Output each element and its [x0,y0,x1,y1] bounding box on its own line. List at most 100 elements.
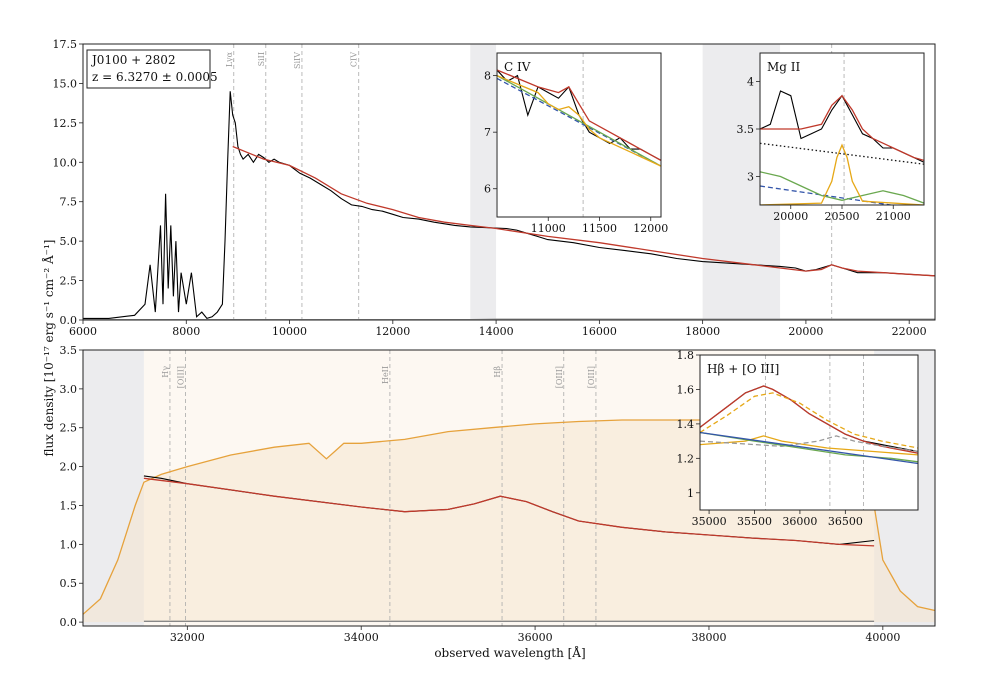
y-tick-label: 0.0 [60,616,78,629]
y-axis-label: flux density [10⁻¹⁷ erg s⁻¹ cm⁻² Å⁻¹] [41,240,56,457]
series-component-line [497,74,661,167]
inset-civ: 11000 11500 12000 6 7 8 C IV [484,52,668,235]
x-tick-label: 35000 [692,515,727,528]
x-axis-label: observed wavelength [Å] [434,645,585,660]
x-tick-label: 36000 [518,631,553,644]
y-tick-label: 2.0 [60,461,78,474]
x-tick-label: 32000 [170,631,205,644]
object-redshift: z = 6.3270 ± 0.0005 [92,70,218,84]
bottom-frame [82,349,936,627]
series-model-line [232,145,936,277]
line-marker-label: SiII [257,52,266,66]
y-tick-label: 17.5 [53,38,78,51]
x-tick-label: 12000 [375,325,410,338]
series-narrow-line [700,435,918,456]
x-tick-label: 11000 [531,222,566,235]
y-tick-label: 1.2 [677,452,695,465]
x-tick-label: 16000 [582,325,617,338]
y-tick-label: 15.0 [53,77,78,90]
y-tick-label: 5.0 [60,235,78,248]
x-tick-label: 20000 [773,210,808,223]
inset-hbeta: 35000 35500 36000 36500 1 1.2 1.4 1.6 1.8 Hβ + [O… [677,349,919,528]
inset-civ-title: C IV [504,60,531,74]
series-continuum-line [700,431,918,465]
x-tick-label: 10000 [272,325,307,338]
y-tick-label: 12.5 [53,117,78,130]
inset-hbeta-frame [699,354,919,511]
inset-civ-area [497,53,661,217]
x-tick-label: 21000 [876,210,911,223]
inset-mgii-title: Mg II [767,60,801,74]
x-tick-label: 8000 [172,325,200,338]
line-marker-label: Hγ [161,366,170,378]
y-tick-label: 6 [484,183,491,196]
object-name: J0100 + 2802 [90,53,176,67]
x-tick-label: 36500 [828,515,863,528]
inset-mgii-series [760,90,924,205]
series-broad-line [497,75,661,167]
insets: 11000 11500 12000 6 7 8 C IV 20000 20500 21000 3 3.… [484,52,925,528]
y-tick-label: 1.8 [677,349,695,362]
x-tick-label: 34000 [344,631,379,644]
series-model-line [143,477,875,547]
line-marker-label: [OIII] [555,366,564,388]
y-tick-label: 8 [484,70,491,83]
series-MgII-line-line [760,143,924,205]
x-tick-label: 18000 [685,325,720,338]
object-label-box [86,49,211,89]
line-marker-label: [OIII] [177,366,186,388]
inset-mgii: 20000 20500 21000 3 3.5 4 Mg II [737,52,925,223]
y-tick-label: 1 [687,487,694,500]
x-tick-label: 35500 [737,515,772,528]
series-model-line [497,69,661,161]
inset-civ-frame [496,52,662,218]
series-FeII-line [760,171,924,204]
line-marker-label: CIV [350,52,359,67]
y-tick-label: 2.5 [60,422,78,435]
y-tick-label: 1.0 [60,538,78,551]
line-marker-label: Hβ [493,366,502,378]
series-OIII-line [700,435,918,453]
x-tick-label: 12000 [633,222,668,235]
y-tick-label: 1.4 [677,418,695,431]
x-tick-label: 6000 [69,325,97,338]
gap-band [470,44,497,320]
top-frame [82,43,936,321]
y-tick-label: 2.5 [60,275,78,288]
series-spectrum-line [83,91,936,320]
y-tick-label: 0.5 [60,577,78,590]
line-marker-label: HeII [381,366,390,384]
y-tick-label: 0.0 [60,314,78,327]
series-power-law-line [760,185,896,205]
x-tick-label: 20000 [788,325,823,338]
series-model-line [700,385,918,454]
series-FeII-line [700,431,918,463]
y-tick-label: 1.6 [677,383,695,396]
x-tick-label: 20500 [825,210,860,223]
series-broad-Hbeta-line [700,392,918,449]
line-marker-label: Lyα [225,51,234,67]
y-tick-label: 3 [747,171,754,184]
series-model-line [760,94,924,162]
inset-hbeta-area [700,355,918,510]
y-tick-label: 3.5 [60,344,78,357]
x-tick-label: 11500 [582,222,617,235]
x-tick-label: 36000 [782,515,817,528]
y-tick-label: 3.0 [60,383,78,396]
x-tick-label: 14000 [479,325,514,338]
x-tick-label: 40000 [865,631,900,644]
inset-hbeta-series [700,385,918,465]
y-tick-label: 10.0 [53,156,78,169]
y-tick-label: 1.5 [60,499,78,512]
line-marker-label: [OIII] [587,366,596,388]
x-tick-label: 38000 [691,631,726,644]
y-tick-label: 7 [484,126,491,139]
y-tick-label: 3.5 [737,123,755,136]
x-tick-label: 22000 [892,325,927,338]
y-tick-label: 4 [747,76,754,89]
line-marker-label: SiIV [293,52,302,69]
inset-civ-series [497,69,661,167]
y-tick-label: 7.5 [60,196,78,209]
